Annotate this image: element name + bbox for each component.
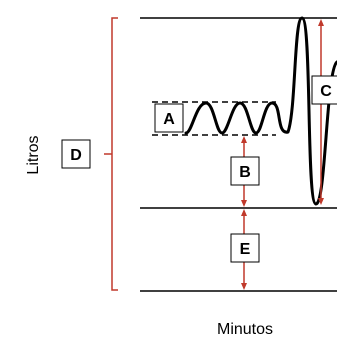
b-arrow-head-top xyxy=(241,136,247,143)
label-box-d: D xyxy=(61,139,91,169)
label-c-text: C xyxy=(320,83,332,100)
e-arrow-head-top xyxy=(241,209,247,216)
y-axis-label: Litros xyxy=(25,135,42,174)
label-box-c: C xyxy=(311,75,337,105)
label-box-b: B xyxy=(230,156,260,186)
label-box-a: A xyxy=(154,103,184,133)
c-arrow-head-top xyxy=(318,19,324,26)
label-e-text: E xyxy=(240,241,251,258)
e-arrow-head-bottom xyxy=(241,283,247,290)
d-bracket xyxy=(104,17,118,291)
x-axis-label: Minutos xyxy=(217,321,273,338)
label-d-text: D xyxy=(70,147,82,164)
c-arrow-head-bottom xyxy=(318,198,324,205)
label-a-text: A xyxy=(163,111,175,128)
breathing-waveform xyxy=(184,16,337,206)
label-b-text: B xyxy=(239,164,251,181)
b-arrow-head-bottom xyxy=(241,200,247,207)
label-box-e: E xyxy=(230,233,260,263)
